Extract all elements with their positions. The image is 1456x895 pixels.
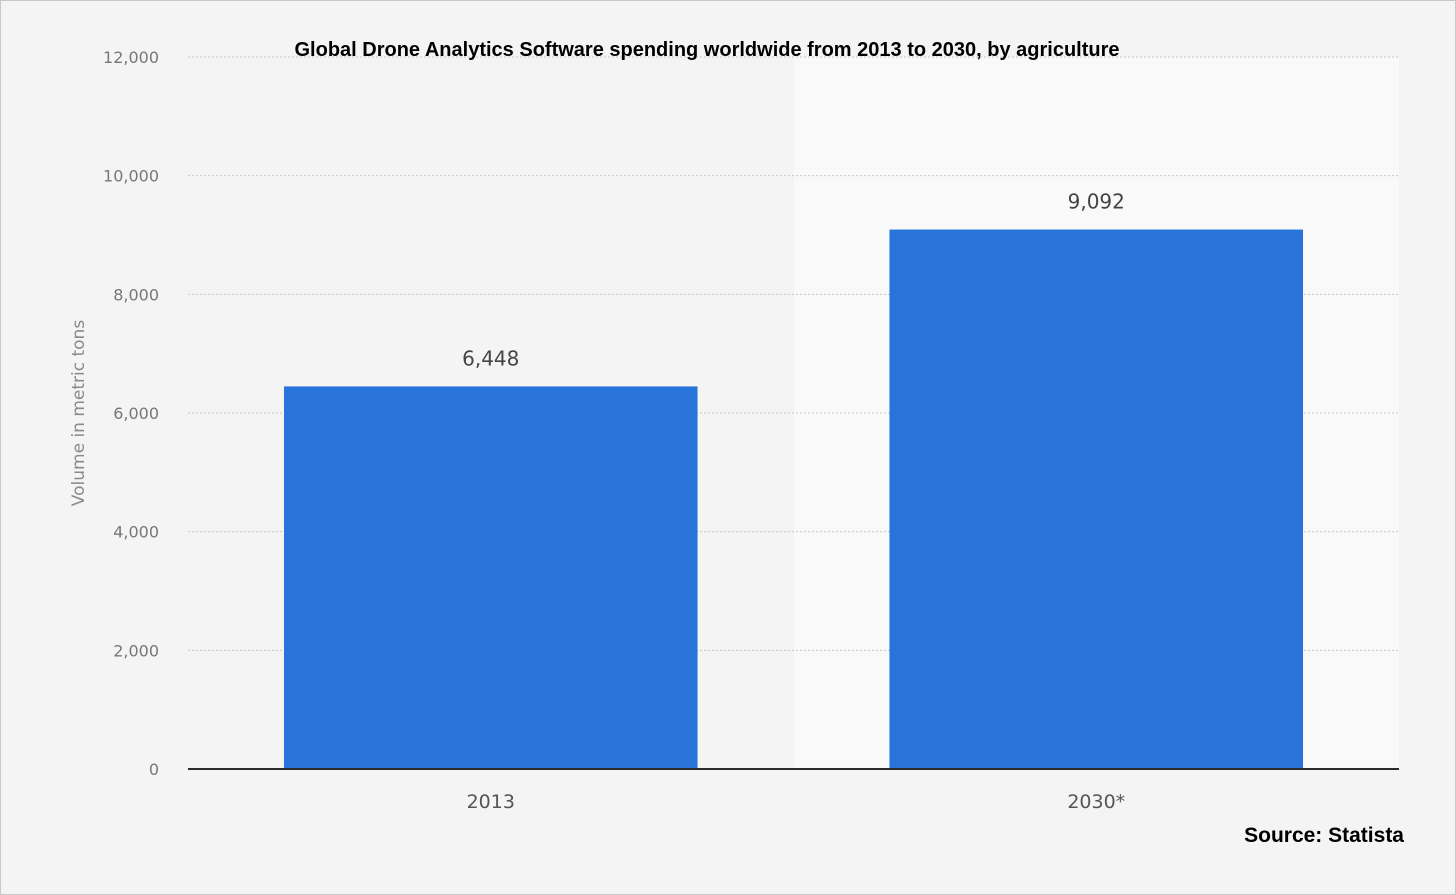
x-axis-ticks: 2013 2030* <box>467 791 1126 813</box>
y-tick-label: 0 <box>149 760 159 779</box>
y-tick-label: 10,000 <box>103 167 159 186</box>
y-tick-label: 8,000 <box>113 285 159 304</box>
y-axis-label: Volume in metric tons <box>69 320 89 507</box>
x-tick-label: 2030* <box>1067 791 1125 813</box>
bar-value-label: 9,092 <box>1068 190 1125 214</box>
value-labels: 6,448 9,092 <box>462 190 1125 371</box>
chart-title: Global Drone Analytics Software spending… <box>294 39 1119 61</box>
source-label: Source: Statista <box>1244 824 1404 847</box>
y-tick-label: 2,000 <box>113 641 159 660</box>
bars <box>283 229 1304 770</box>
bar <box>283 386 698 769</box>
x-tick-label: 2013 <box>467 791 515 813</box>
y-axis-ticks: 0 2,000 4,000 6,000 8,000 10,000 12,000 <box>103 48 159 779</box>
y-tick-label: 6,000 <box>113 404 159 423</box>
bar <box>889 229 1304 770</box>
y-tick-label: 12,000 <box>103 48 159 67</box>
bar-value-label: 6,448 <box>462 346 519 370</box>
y-tick-label: 4,000 <box>113 523 159 542</box>
